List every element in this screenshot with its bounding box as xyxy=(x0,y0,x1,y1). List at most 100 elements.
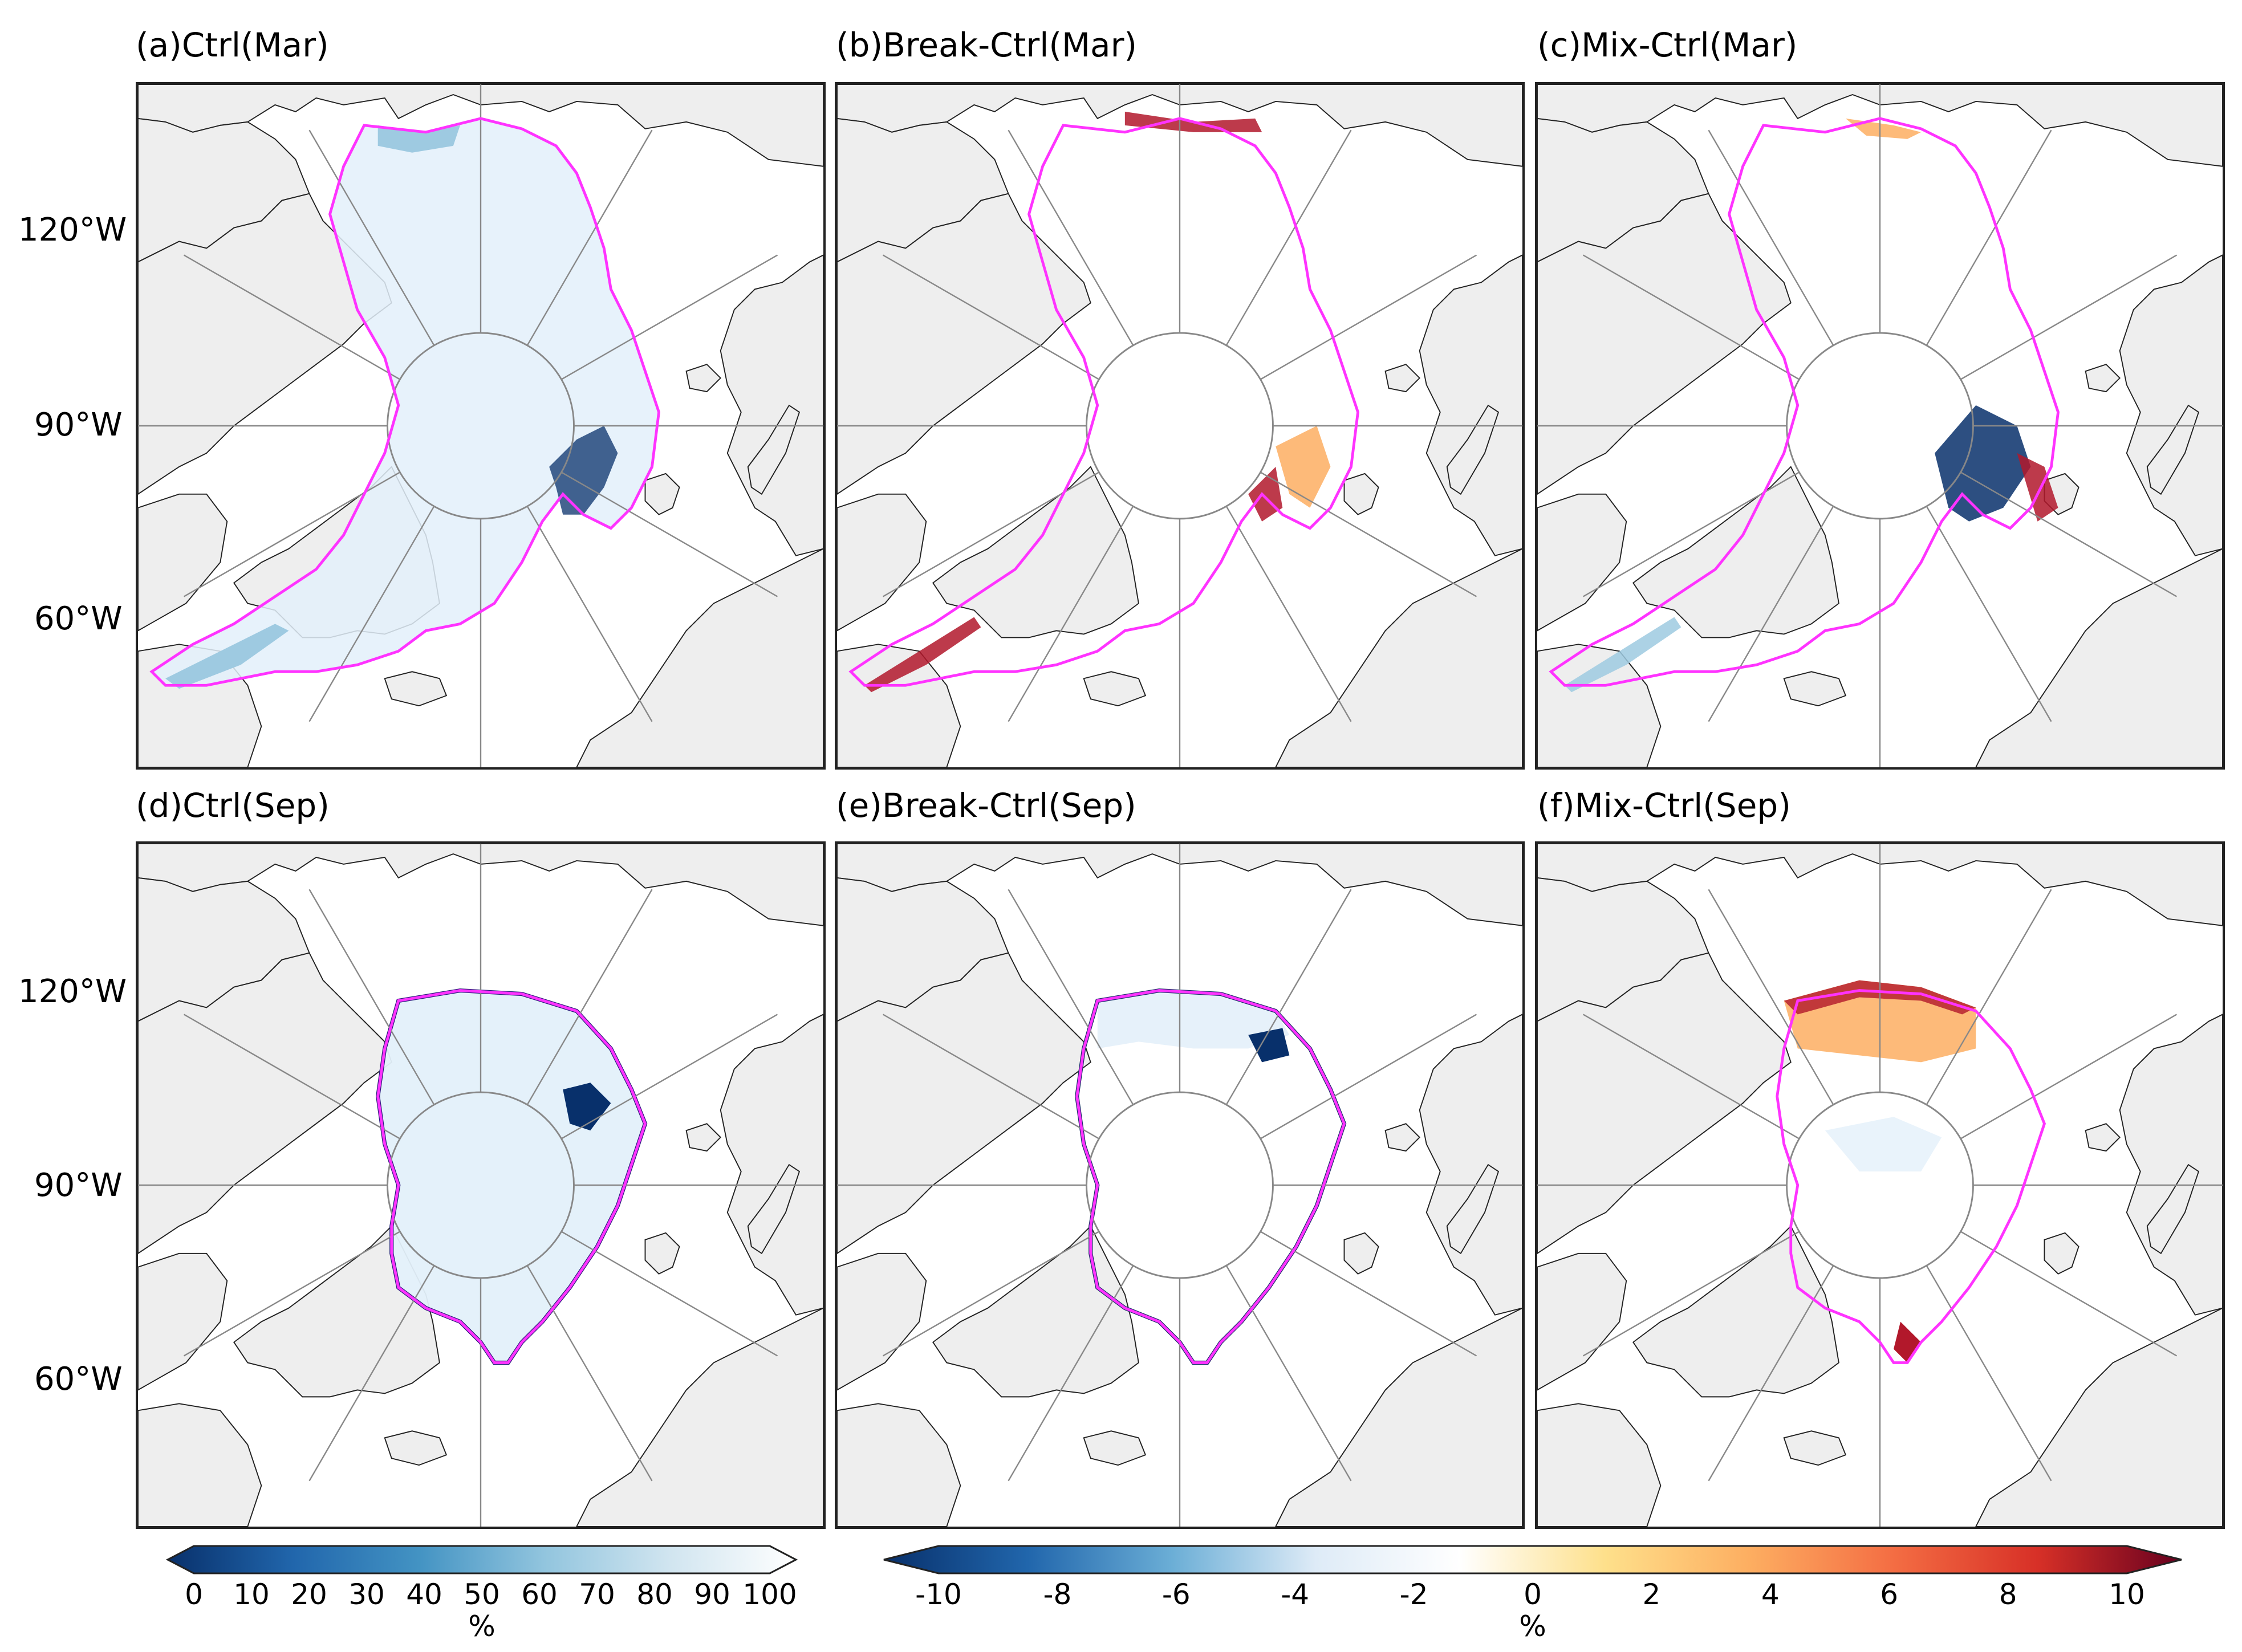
iceland-land xyxy=(1783,671,1847,707)
russia-west-land xyxy=(720,254,823,556)
meridian-120e xyxy=(1260,1014,1477,1140)
negative-anomaly-central xyxy=(1097,990,1290,1049)
svalbard-land xyxy=(1343,1232,1379,1275)
iceland-land xyxy=(384,1430,448,1466)
svalbard-land xyxy=(1343,473,1379,515)
map-panel-b xyxy=(835,82,1525,770)
svalbard-land xyxy=(644,473,680,515)
franz-josef-land xyxy=(1384,1123,1421,1152)
ice-edge-contour xyxy=(376,989,647,1364)
colorbar-difference-tick-label: 2 xyxy=(1642,1578,1661,1611)
latitude-circle-80n xyxy=(1086,1091,1274,1279)
graticule-layer xyxy=(1537,844,2223,1527)
positive-anomaly-labrador xyxy=(864,617,981,693)
ice-edge-contour xyxy=(1776,989,2046,1364)
negative-anomaly-barents xyxy=(1935,405,2031,522)
map-e xyxy=(837,844,1522,1527)
panel-title-d: (d)Ctrl(Sep) xyxy=(136,786,330,825)
colorbar-concentration-tick-label: 100 xyxy=(742,1578,797,1611)
latitude-circle-80n xyxy=(387,332,575,520)
svalbard-land xyxy=(2044,1232,2079,1275)
meridian-60w xyxy=(1582,1231,1800,1357)
latitude-circle-80n xyxy=(387,1091,575,1279)
map-panel-d xyxy=(136,841,826,1529)
ice-edge-contour xyxy=(848,117,1359,687)
franz-josef-land xyxy=(1384,364,1421,393)
hudson-land xyxy=(138,493,228,632)
low-concentration-bering xyxy=(377,125,460,153)
colorbar-concentration-tick-label: 10 xyxy=(233,1578,270,1611)
meridian-150e xyxy=(1926,889,2052,1105)
meridian-120e xyxy=(1260,254,1477,380)
panel-title-b: (b)Break-Ctrl(Mar) xyxy=(836,26,1138,64)
map-a xyxy=(138,84,823,767)
colorbar-concentration-tick-label: 90 xyxy=(694,1578,730,1611)
negative-anomaly-labrador xyxy=(1565,617,1681,693)
greenland-land xyxy=(932,1225,1139,1398)
ice-edge-contour xyxy=(149,117,660,687)
colorbar-concentration-tick-label: 60 xyxy=(521,1578,558,1611)
hudson-land xyxy=(138,1252,228,1391)
land-layer xyxy=(1537,844,2223,1527)
meridian-150w xyxy=(1008,129,1134,346)
canada-land xyxy=(1537,193,1792,495)
meridian-30w xyxy=(1008,506,1134,722)
panel-title-f: (f)Mix-Ctrl(Sep) xyxy=(1537,786,1791,825)
meridian-60e xyxy=(1960,471,2178,597)
colorbar-difference-tick-label: -8 xyxy=(1043,1578,1072,1611)
map-panel-a xyxy=(136,82,826,770)
meridian-30e xyxy=(1926,1265,2052,1482)
meridian-60e xyxy=(1260,471,1477,597)
positive-anomaly-fram xyxy=(1894,1321,1922,1363)
colorbar-difference xyxy=(883,1545,2182,1574)
lat-label-120w-bottom: 120°W xyxy=(18,973,127,1010)
meridian-60e xyxy=(1260,1231,1477,1357)
colorbar-concentration-tick-label: 50 xyxy=(464,1578,500,1611)
colorbar-concentration-tick-label: 40 xyxy=(406,1578,442,1611)
graticule-layer xyxy=(138,844,823,1527)
meridian-150w xyxy=(1708,889,1834,1105)
franz-josef-land xyxy=(685,1123,722,1152)
sea-ice-layer xyxy=(1565,118,2058,693)
colorbar-difference-unit: % xyxy=(1519,1610,1546,1643)
labrador-land xyxy=(138,1403,262,1527)
scandinavia-land xyxy=(1975,1307,2223,1527)
novaya-zemlya-land xyxy=(2146,404,2200,495)
meridian-120e xyxy=(560,254,778,380)
labrador-land xyxy=(1537,1403,1662,1527)
panel-title-c: (c)Mix-Ctrl(Mar) xyxy=(1537,26,1798,64)
low-concentration-labrador xyxy=(165,624,289,689)
map-panel-f xyxy=(1535,841,2225,1529)
russia-west-land xyxy=(1419,1014,1522,1316)
colorbar-difference-tick-label: 6 xyxy=(1880,1578,1899,1611)
meridian-60w xyxy=(183,1231,401,1357)
meridian-120w xyxy=(183,1014,401,1140)
lat-label-120w-top: 120°W xyxy=(18,211,127,249)
map-c xyxy=(1537,84,2223,767)
colorbar-concentration-tick-label: 70 xyxy=(579,1578,615,1611)
novaya-zemlya-land xyxy=(747,1163,801,1255)
colorbar-difference-tick-label: 8 xyxy=(1999,1578,2017,1611)
panel-title-a: (a)Ctrl(Mar) xyxy=(136,26,329,64)
russia-west-land xyxy=(2119,254,2223,556)
meridian-30w xyxy=(308,1265,435,1482)
colorbar-difference-tick-label: 10 xyxy=(2109,1578,2145,1611)
meridian-120w xyxy=(882,254,1100,380)
positive-anomaly-kara xyxy=(1276,426,1331,508)
russia-west-land xyxy=(720,1014,823,1316)
sea-ice-concentration-field xyxy=(377,990,645,1363)
canada-land xyxy=(837,193,1091,495)
ice-edge-layer xyxy=(376,989,647,1364)
meridian-60e xyxy=(560,1231,778,1357)
novaya-zemlya-land xyxy=(1446,1163,1500,1255)
meridian-150e xyxy=(526,889,653,1105)
sea-ice-layer xyxy=(152,118,659,689)
hudson-land xyxy=(1537,493,1627,632)
land-layer xyxy=(837,84,1522,767)
meridian-30w xyxy=(1008,1265,1134,1482)
ice-edge-contour xyxy=(1549,117,2060,687)
sea-ice-concentration-field xyxy=(152,118,659,686)
positive-anomaly-kara xyxy=(2017,453,2058,522)
colorbar-concentration-body xyxy=(165,1545,798,1574)
novaya-zemlya-land xyxy=(747,404,801,495)
